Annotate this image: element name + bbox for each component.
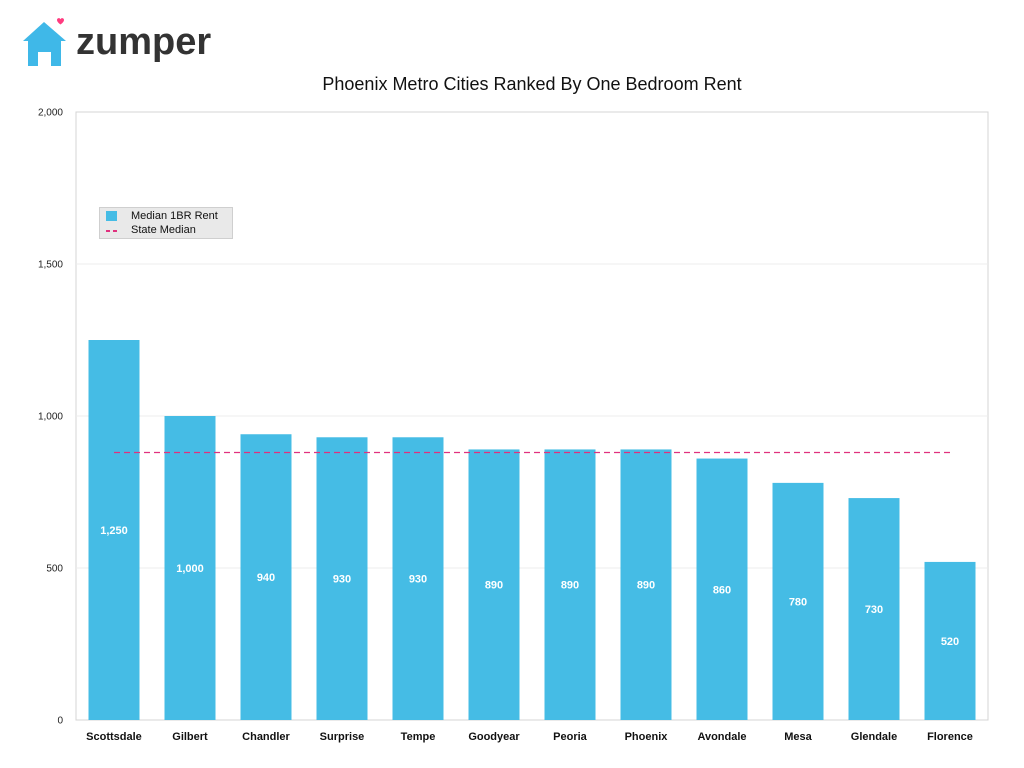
bar bbox=[164, 416, 216, 720]
x-tick-label: Glendale bbox=[851, 731, 897, 743]
bar-value-label: 890 bbox=[637, 580, 655, 592]
bar-value-label: 930 bbox=[333, 574, 351, 586]
brand-name: zumper bbox=[76, 21, 212, 63]
bar bbox=[848, 498, 900, 720]
zumper-logo: zumper bbox=[20, 16, 211, 70]
bar bbox=[240, 434, 292, 720]
bar-value-label: 930 bbox=[409, 574, 427, 586]
x-tick-label: Peoria bbox=[553, 731, 588, 743]
bar-value-label: 890 bbox=[485, 580, 503, 592]
bar-value-label: 890 bbox=[561, 580, 579, 592]
chart-legend: Median 1BR Rent State Median bbox=[99, 207, 233, 239]
x-tick-label: Goodyear bbox=[468, 731, 520, 743]
bar-value-label: 940 bbox=[257, 572, 275, 584]
legend-label-median-rent: Median 1BR Rent bbox=[131, 210, 218, 222]
x-tick-label: Mesa bbox=[784, 731, 812, 743]
x-tick-label: Tempe bbox=[401, 731, 436, 743]
x-tick-label: Chandler bbox=[242, 731, 290, 743]
y-tick-label: 0 bbox=[57, 716, 63, 727]
y-tick-label: 2,000 bbox=[38, 108, 63, 119]
legend-item-state-median: State Median bbox=[106, 224, 196, 236]
bar bbox=[88, 340, 140, 720]
bar-value-label: 860 bbox=[713, 584, 731, 596]
bar-value-label: 520 bbox=[941, 636, 959, 648]
x-tick-label: Gilbert bbox=[172, 731, 208, 743]
x-tick-label: Phoenix bbox=[625, 731, 669, 743]
x-tick-label: Florence bbox=[927, 731, 973, 743]
bar bbox=[620, 449, 672, 720]
bar bbox=[696, 458, 748, 720]
y-tick-label: 1,500 bbox=[38, 260, 63, 271]
legend-label-state-median: State Median bbox=[131, 224, 196, 236]
bar-value-label: 1,000 bbox=[176, 563, 204, 575]
y-tick-label: 1,000 bbox=[38, 412, 63, 423]
legend-dash-line bbox=[106, 225, 117, 235]
bar bbox=[392, 437, 444, 720]
bar-value-label: 780 bbox=[789, 596, 807, 608]
bar bbox=[544, 449, 596, 720]
legend-swatch-bar bbox=[106, 211, 117, 221]
bar bbox=[316, 437, 368, 720]
y-tick-label: 500 bbox=[46, 564, 63, 575]
bar-value-label: 1,250 bbox=[100, 525, 128, 537]
chart-title: Phoenix Metro Cities Ranked By One Bedro… bbox=[322, 74, 742, 94]
bar bbox=[468, 449, 520, 720]
x-tick-label: Avondale bbox=[697, 731, 746, 743]
house-heart-icon bbox=[23, 18, 66, 66]
x-tick-label: Surprise bbox=[320, 731, 365, 743]
bar bbox=[924, 561, 976, 720]
bar bbox=[772, 482, 824, 720]
legend-item-median-rent: Median 1BR Rent bbox=[106, 210, 218, 222]
x-tick-label: Scottsdale bbox=[86, 731, 142, 743]
bar-value-label: 730 bbox=[865, 604, 883, 616]
